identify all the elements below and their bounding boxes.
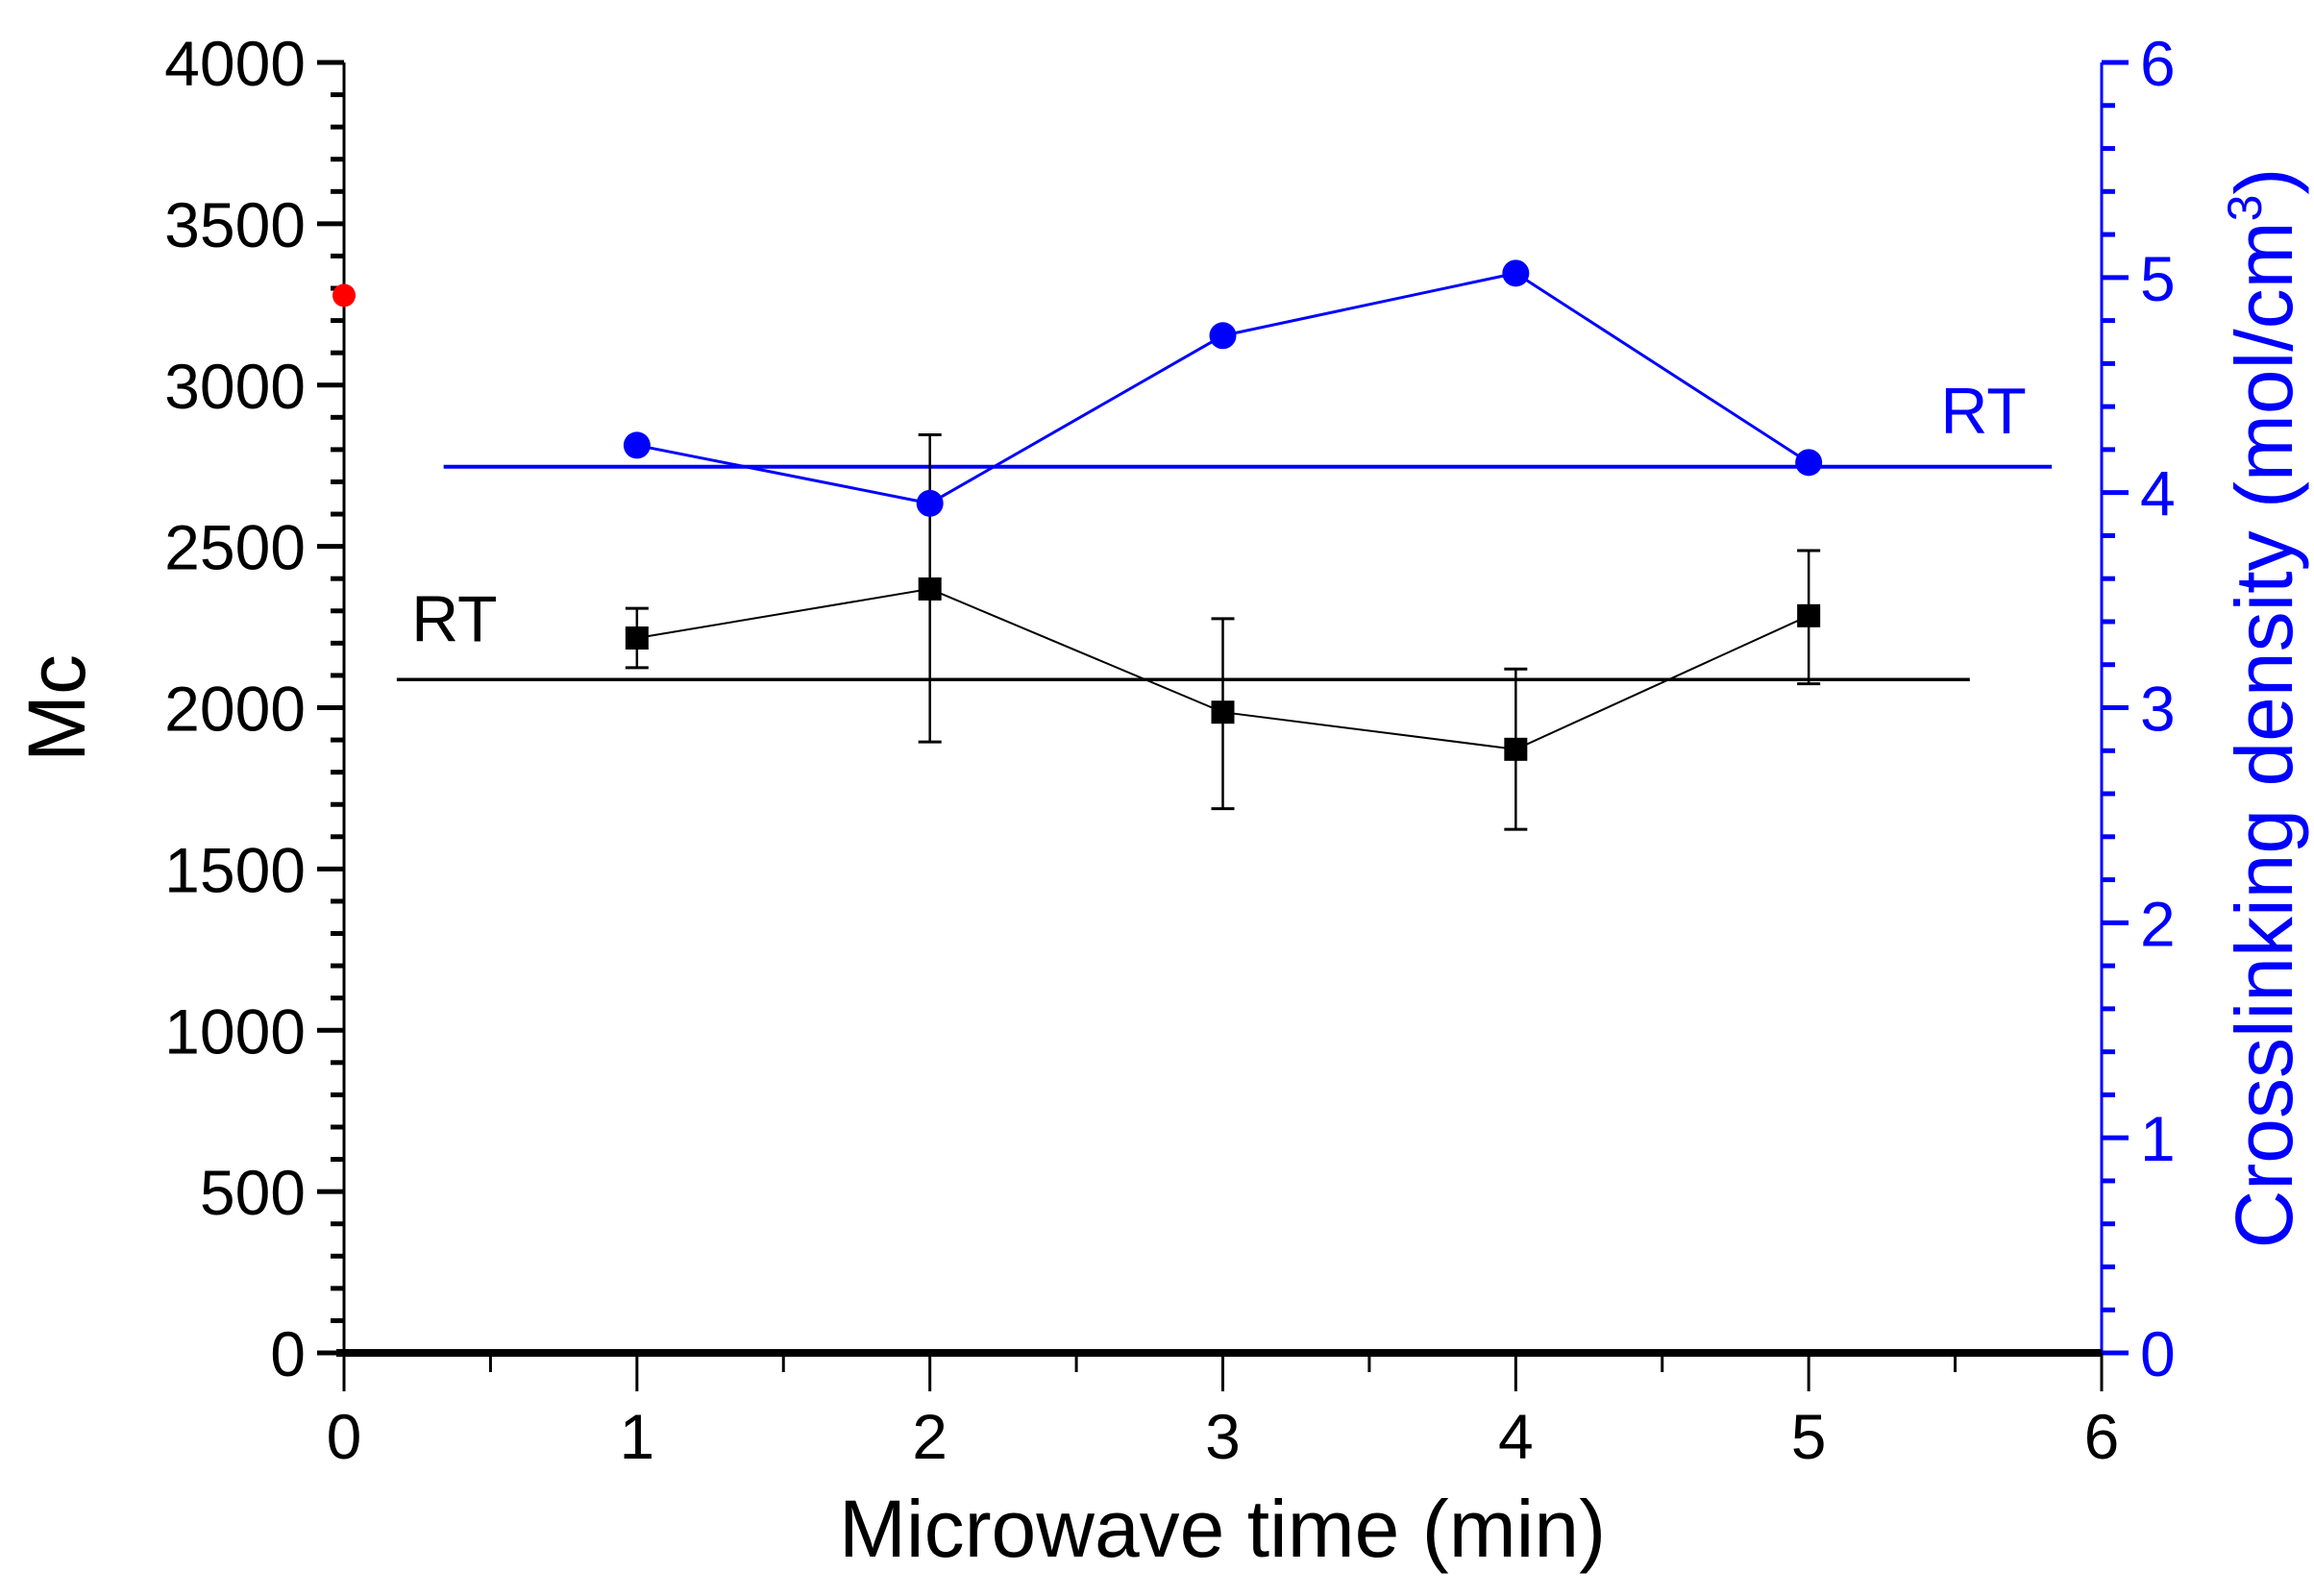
y-right-title-close: ) — [2219, 168, 2309, 195]
y-left-tick-label: 3000 — [164, 351, 306, 422]
y-left-tick-label: 0 — [270, 1318, 306, 1389]
x-tick-label: 5 — [1791, 1401, 1827, 1472]
data-point-square — [918, 577, 942, 601]
rt-reference-label-right: RT — [1940, 375, 2026, 448]
x-tick-label: 4 — [1498, 1401, 1534, 1472]
y-right-tick-label: 6 — [2140, 28, 2176, 99]
data-point-circle — [1209, 322, 1237, 350]
data-point-square — [625, 626, 649, 650]
data-point-square — [1504, 737, 1528, 761]
y-right-tick-label: 3 — [2140, 674, 2176, 745]
y-left-tick-label: 4000 — [164, 28, 306, 99]
y-right-tick-label: 5 — [2140, 243, 2176, 314]
x-tick-label: 6 — [2084, 1401, 2120, 1472]
series-line-right — [636, 271, 1809, 505]
x-tick-label: 2 — [912, 1401, 948, 1472]
y-left-tick-label: 3500 — [164, 189, 306, 260]
y-left-tick-label: 500 — [200, 1157, 306, 1228]
x-tick-label: 1 — [619, 1401, 654, 1472]
y-left-tick-label: 1500 — [164, 834, 306, 905]
data-point-square — [1797, 603, 1821, 627]
data-point-square — [1211, 700, 1235, 724]
y-left-tick-label: 1000 — [164, 995, 306, 1067]
data-point-circle — [623, 431, 651, 459]
x-tick-label: 0 — [327, 1401, 362, 1472]
y-left-tick-label: 2500 — [164, 512, 306, 583]
y-right-tick-label: 0 — [2140, 1318, 2176, 1389]
y-right-title-main: Crosslinking density (mol/cm — [2219, 221, 2309, 1248]
y-right-tick-label: 1 — [2140, 1103, 2176, 1174]
data-point-circle — [1795, 449, 1823, 477]
data-point-circle — [1502, 259, 1530, 287]
data-point-red — [332, 283, 356, 307]
rt-reference-label-left: RT — [411, 582, 497, 655]
data-point-circle — [916, 489, 944, 517]
x-tick-label: 3 — [1205, 1401, 1241, 1472]
x-axis-title: Microwave time (min) — [839, 1484, 1606, 1574]
y-right-title-sup: 3 — [2218, 195, 2272, 222]
y-left-axis-title: Mc — [12, 654, 102, 762]
y-left-tick-label: 2000 — [164, 674, 306, 745]
y-right-tick-label: 2 — [2140, 888, 2176, 959]
y-right-tick-label: 4 — [2140, 458, 2176, 529]
y-right-axis-title: Crosslinking density (mol/cm3) — [2218, 168, 2309, 1249]
